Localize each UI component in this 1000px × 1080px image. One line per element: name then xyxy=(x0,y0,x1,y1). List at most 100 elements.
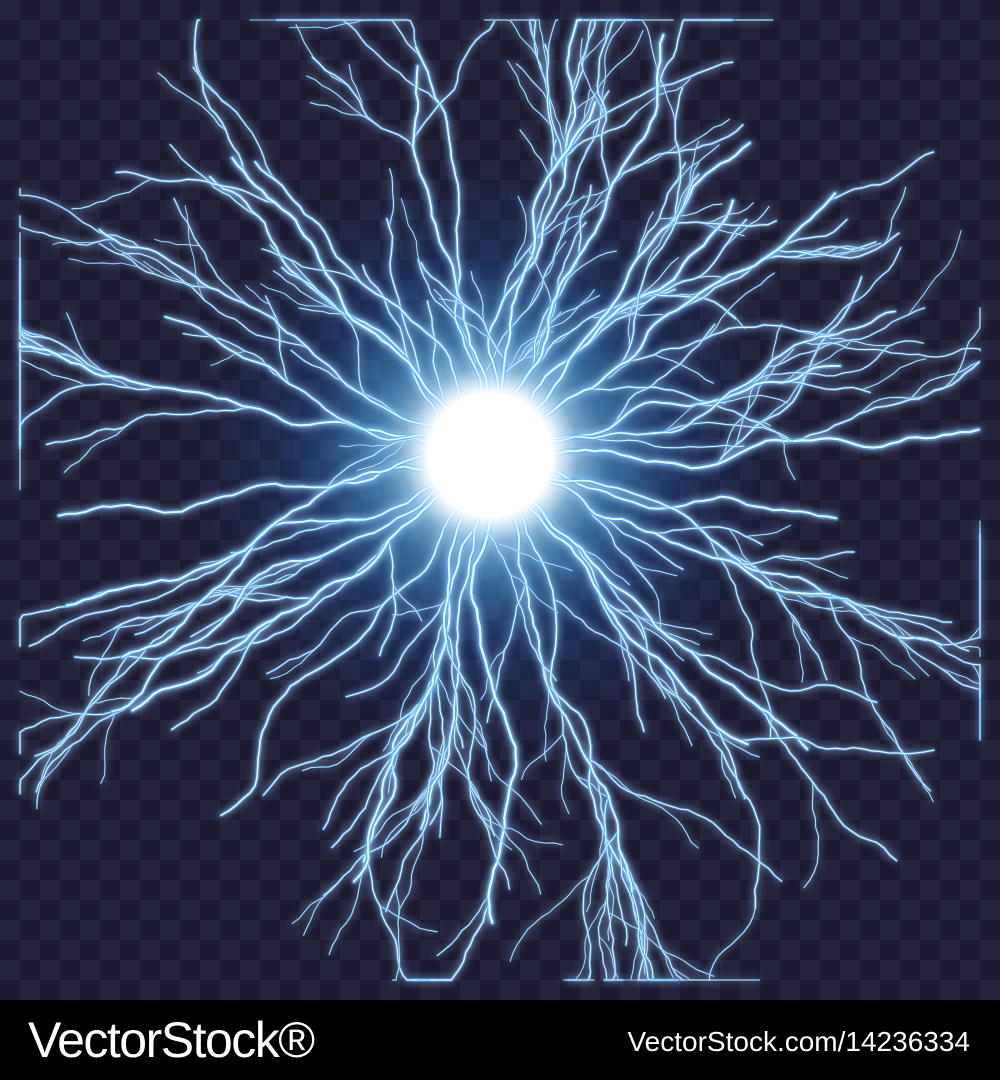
bolt-core xyxy=(588,507,653,589)
bolt-glow xyxy=(931,639,982,700)
bolt-core xyxy=(65,465,433,607)
bolt-core xyxy=(345,596,449,698)
bolt-core xyxy=(486,221,587,387)
bolt-core xyxy=(663,664,746,800)
bolt-core xyxy=(173,198,251,308)
bolt-core xyxy=(792,616,804,683)
bolt-core xyxy=(262,699,426,796)
bolt-core xyxy=(781,340,852,383)
bolt-core xyxy=(604,218,747,323)
bolt-core xyxy=(659,77,676,123)
bolt-core xyxy=(98,242,219,291)
bolt-core xyxy=(515,507,635,890)
bolt-core xyxy=(385,684,435,912)
bolt-glow xyxy=(82,601,200,642)
bolt-core xyxy=(802,341,981,358)
bolt-core xyxy=(721,750,736,799)
bolt-core xyxy=(100,713,115,784)
bolt-core xyxy=(71,178,153,210)
bolt-core xyxy=(366,843,418,981)
image-reference: VectorStock.com/14236334 xyxy=(627,1026,970,1057)
bolt-core xyxy=(619,173,700,366)
bolt-core xyxy=(528,19,566,151)
bolt-core xyxy=(511,509,633,893)
bolt-core xyxy=(608,323,716,430)
bolt-core xyxy=(704,272,775,340)
bolt-core xyxy=(706,729,760,758)
bolt-core xyxy=(942,307,981,389)
bolt-core xyxy=(717,276,863,465)
bolt-core xyxy=(967,545,981,641)
bolt-core xyxy=(412,65,489,397)
bolt-core xyxy=(494,542,573,572)
bolt-core xyxy=(828,151,935,201)
bolt-core xyxy=(598,591,645,732)
bolt-core xyxy=(603,795,616,981)
vectorstock-logo: VectorStock® xyxy=(28,1012,315,1068)
bolt-core xyxy=(499,101,596,397)
bolt-core xyxy=(617,124,744,177)
bolt-core xyxy=(584,757,783,882)
bolt-core xyxy=(19,589,119,647)
bolt-core xyxy=(261,248,362,284)
bolt-core xyxy=(356,439,407,471)
bolt-core xyxy=(909,360,981,400)
bolt-core xyxy=(397,831,424,919)
bolt-core xyxy=(376,19,417,48)
bolt-core xyxy=(792,361,980,442)
bolt-core xyxy=(636,78,691,113)
bolt-core xyxy=(544,677,589,789)
bolt-core xyxy=(728,528,764,576)
bolt-core xyxy=(863,605,930,677)
bolt-core xyxy=(111,486,441,713)
bolt-core xyxy=(575,775,611,799)
bolt-core xyxy=(194,19,245,173)
bolt-core xyxy=(641,626,684,662)
bolt-core xyxy=(656,19,733,89)
bolt-glow xyxy=(607,911,715,978)
bolt-core xyxy=(311,56,414,148)
bolt-core xyxy=(91,697,137,704)
bolt-glow xyxy=(18,588,120,648)
bolt-core xyxy=(738,736,935,755)
bolt-core xyxy=(564,143,679,207)
bolt-glow xyxy=(907,229,962,316)
bolt-core xyxy=(272,270,339,311)
bolt-glow xyxy=(655,18,734,90)
bolt-core xyxy=(192,66,276,181)
bolt-glow xyxy=(803,780,820,889)
bolt-core xyxy=(525,199,734,409)
bolt-core xyxy=(709,538,772,739)
bolt-core xyxy=(553,598,666,699)
bolt-core xyxy=(393,584,423,622)
bolt-core xyxy=(507,60,557,135)
bolt-core xyxy=(298,307,347,316)
bolt-core xyxy=(171,618,275,731)
bolt-core xyxy=(521,733,564,780)
bolt-core xyxy=(715,395,788,404)
bolt-core xyxy=(592,437,745,449)
bolt-core xyxy=(339,444,390,447)
bolt-core xyxy=(515,289,595,365)
bolt-core xyxy=(752,701,898,862)
bolt-core xyxy=(309,102,368,118)
bolt-core xyxy=(487,19,582,397)
plasma-ball-illustration xyxy=(17,17,982,982)
bolt-core xyxy=(220,505,461,817)
bolt-core xyxy=(392,886,400,981)
bolt-core xyxy=(645,421,789,439)
bolt-glow xyxy=(411,885,492,982)
bolt-core xyxy=(803,781,819,888)
bolt-glow xyxy=(18,651,132,796)
bolt-core xyxy=(121,253,309,349)
bolt-core xyxy=(82,601,199,642)
bolt-core xyxy=(443,614,464,749)
bolt-core xyxy=(671,967,709,981)
bolt-core xyxy=(527,241,566,310)
bolt-core xyxy=(98,228,438,429)
bolt-core xyxy=(534,197,611,240)
bolt-core xyxy=(847,635,916,680)
bolt-core xyxy=(537,192,836,422)
bolt-core xyxy=(883,187,906,245)
